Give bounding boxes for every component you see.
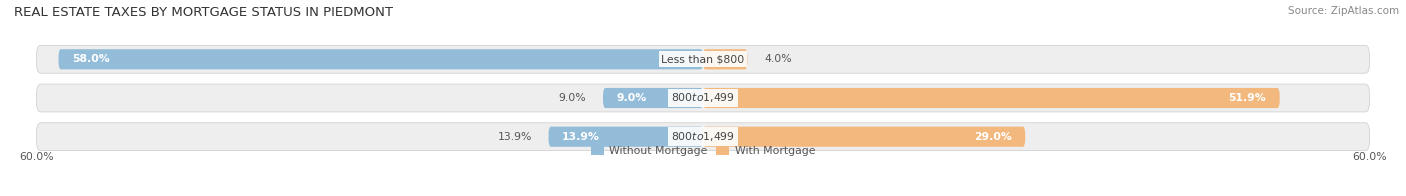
Text: 13.9%: 13.9% xyxy=(562,132,600,142)
FancyBboxPatch shape xyxy=(37,45,1369,73)
FancyBboxPatch shape xyxy=(703,127,1025,147)
FancyBboxPatch shape xyxy=(37,84,1369,112)
Text: 58.0%: 58.0% xyxy=(72,54,110,64)
FancyBboxPatch shape xyxy=(703,49,748,69)
Text: 13.9%: 13.9% xyxy=(498,132,531,142)
FancyBboxPatch shape xyxy=(59,49,703,69)
FancyBboxPatch shape xyxy=(37,123,1369,151)
Text: Less than $800: Less than $800 xyxy=(661,54,745,64)
Text: 60.0%: 60.0% xyxy=(20,152,55,162)
Text: $800 to $1,499: $800 to $1,499 xyxy=(671,92,735,104)
Text: REAL ESTATE TAXES BY MORTGAGE STATUS IN PIEDMONT: REAL ESTATE TAXES BY MORTGAGE STATUS IN … xyxy=(14,6,394,19)
Text: $800 to $1,499: $800 to $1,499 xyxy=(671,130,735,143)
Text: 9.0%: 9.0% xyxy=(558,93,586,103)
Text: 9.0%: 9.0% xyxy=(616,93,647,103)
FancyBboxPatch shape xyxy=(603,88,703,108)
Legend: Without Mortgage, With Mortgage: Without Mortgage, With Mortgage xyxy=(586,142,820,160)
FancyBboxPatch shape xyxy=(548,127,703,147)
Text: 51.9%: 51.9% xyxy=(1229,93,1267,103)
Text: 29.0%: 29.0% xyxy=(974,132,1012,142)
Text: Source: ZipAtlas.com: Source: ZipAtlas.com xyxy=(1288,6,1399,16)
Text: 60.0%: 60.0% xyxy=(1351,152,1386,162)
Text: 4.0%: 4.0% xyxy=(763,54,792,64)
FancyBboxPatch shape xyxy=(703,88,1279,108)
